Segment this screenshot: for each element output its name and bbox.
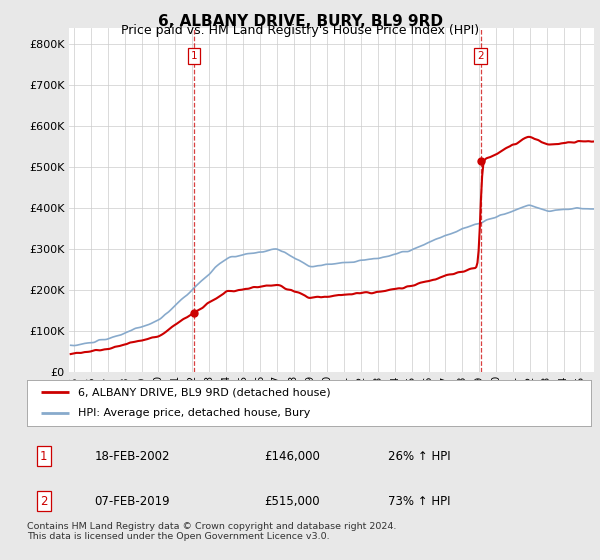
Text: 18-FEB-2002: 18-FEB-2002	[95, 450, 170, 463]
Text: HPI: Average price, detached house, Bury: HPI: Average price, detached house, Bury	[78, 408, 310, 418]
Text: 6, ALBANY DRIVE, BL9 9RD (detached house): 6, ALBANY DRIVE, BL9 9RD (detached house…	[78, 387, 331, 397]
Text: 6, ALBANY DRIVE, BURY, BL9 9RD: 6, ALBANY DRIVE, BURY, BL9 9RD	[157, 14, 443, 29]
Text: 1: 1	[40, 450, 47, 463]
Text: 2: 2	[478, 52, 484, 61]
Text: 2: 2	[40, 494, 47, 508]
Text: 07-FEB-2019: 07-FEB-2019	[95, 494, 170, 508]
Text: £515,000: £515,000	[264, 494, 320, 508]
Text: 26% ↑ HPI: 26% ↑ HPI	[388, 450, 451, 463]
Text: 73% ↑ HPI: 73% ↑ HPI	[388, 494, 451, 508]
Text: £146,000: £146,000	[264, 450, 320, 463]
Text: Price paid vs. HM Land Registry's House Price Index (HPI): Price paid vs. HM Land Registry's House …	[121, 24, 479, 37]
Text: 1: 1	[191, 52, 197, 61]
Text: Contains HM Land Registry data © Crown copyright and database right 2024.
This d: Contains HM Land Registry data © Crown c…	[27, 522, 397, 542]
